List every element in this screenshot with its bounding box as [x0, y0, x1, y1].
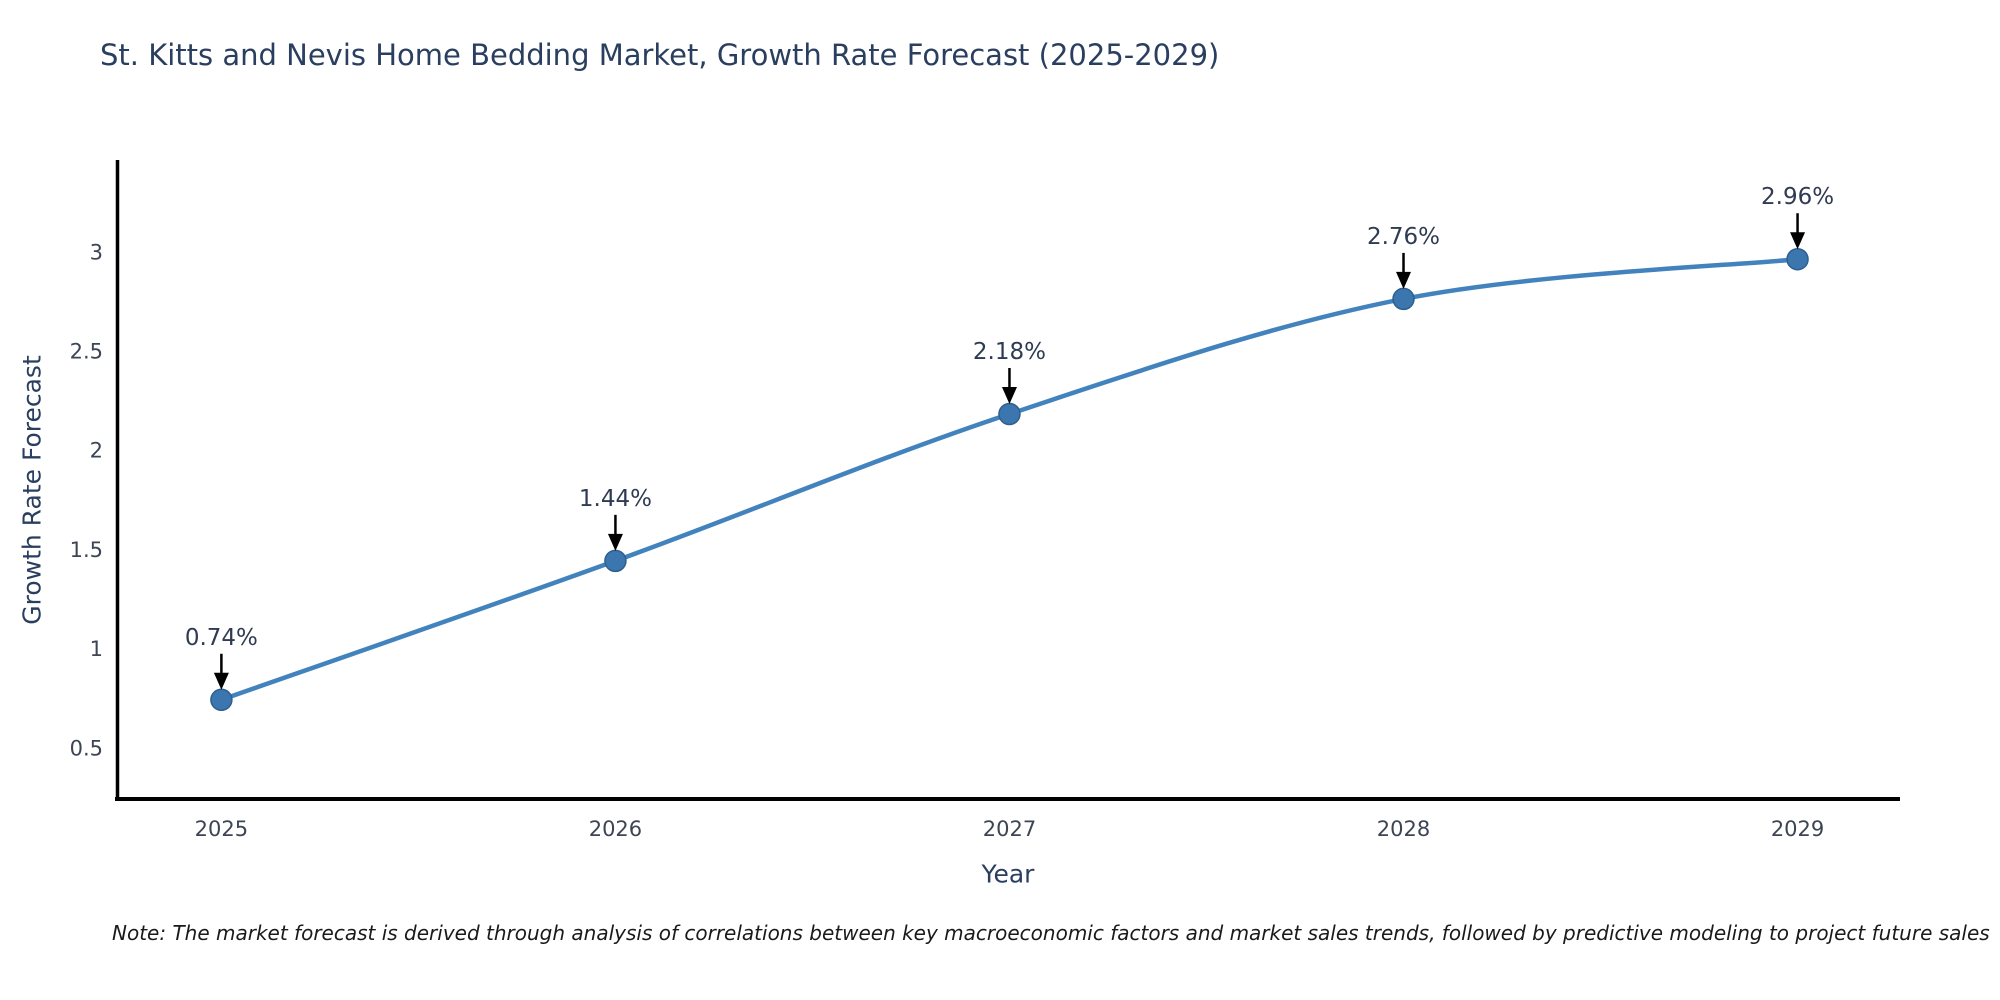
y-tick-label: 2.5: [70, 340, 103, 364]
data-point-marker: [1786, 247, 1809, 271]
x-tick-label: 2026: [589, 817, 642, 841]
y-tick-label: 2: [90, 439, 103, 463]
x-tick-label: 2027: [983, 817, 1036, 841]
trend-line: [219, 256, 1800, 703]
y-tick-label: 1: [90, 637, 103, 661]
data-point-marker: [1392, 287, 1415, 311]
data-point-label: 2.18%: [973, 339, 1046, 365]
annotation-arrow-head: [1001, 387, 1017, 405]
y-tick-label: 1.5: [70, 538, 103, 562]
y-tick-label: 3: [90, 240, 103, 264]
annotation-arrow-head: [607, 533, 623, 551]
annotation-arrow-head: [1396, 271, 1412, 289]
annotation-arrow-head: [213, 672, 229, 690]
x-tick-label: 2028: [1377, 817, 1430, 841]
x-tick-label: 2029: [1771, 817, 1824, 841]
data-point-marker: [998, 402, 1021, 426]
data-point-label: 0.74%: [185, 625, 258, 651]
x-axis-title: Year: [981, 859, 1035, 889]
data-point-label: 2.96%: [1761, 184, 1834, 210]
x-tick-label: 2025: [195, 817, 248, 841]
chart-title: St. Kitts and Nevis Home Bedding Market,…: [100, 38, 1220, 72]
data-point-label: 2.76%: [1367, 224, 1440, 250]
data-point-marker: [210, 688, 233, 712]
y-tick-label: 0.5: [70, 736, 103, 760]
annotation-arrow-head: [1790, 232, 1806, 250]
data-point-marker: [604, 549, 627, 573]
data-point-label: 1.44%: [579, 486, 652, 512]
footnote: Note: The market forecast is derived thr…: [112, 921, 1990, 945]
